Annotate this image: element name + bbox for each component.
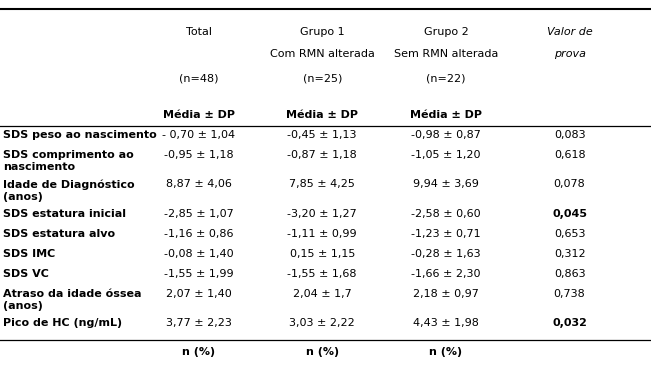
Text: (n=25): (n=25): [303, 73, 342, 83]
Text: Média ± DP: Média ± DP: [410, 110, 482, 120]
Text: -1,05 ± 1,20: -1,05 ± 1,20: [411, 150, 480, 160]
Text: 7,85 ± 4,25: 7,85 ± 4,25: [289, 179, 355, 189]
Text: -2,58 ± 0,60: -2,58 ± 0,60: [411, 209, 480, 219]
Text: -0,08 ± 1,40: -0,08 ± 1,40: [164, 249, 233, 259]
Text: prova: prova: [553, 49, 586, 59]
Text: Média ± DP: Média ± DP: [286, 110, 358, 120]
Text: Pico de HC (ng/mL): Pico de HC (ng/mL): [3, 318, 122, 328]
Text: n (%): n (%): [306, 347, 339, 357]
Text: 0,653: 0,653: [554, 229, 585, 239]
Text: n (%): n (%): [182, 347, 215, 357]
Text: SDS estatura alvo: SDS estatura alvo: [3, 229, 115, 239]
Text: -0,28 ± 1,63: -0,28 ± 1,63: [411, 249, 480, 259]
Text: 0,15 ± 1,15: 0,15 ± 1,15: [290, 249, 355, 259]
Text: (n=48): (n=48): [179, 73, 218, 83]
Text: -0,98 ± 0,87: -0,98 ± 0,87: [411, 130, 481, 140]
Text: 0,738: 0,738: [554, 289, 585, 299]
Text: 0,083: 0,083: [554, 130, 585, 140]
Text: Com RMN alterada: Com RMN alterada: [270, 49, 375, 59]
Text: (n=22): (n=22): [426, 73, 465, 83]
Text: Total: Total: [186, 27, 212, 37]
Text: Idade de Diagnóstico
(anos): Idade de Diagnóstico (anos): [3, 179, 135, 202]
Text: -1,11 ± 0,99: -1,11 ± 0,99: [288, 229, 357, 239]
Text: 4,43 ± 1,98: 4,43 ± 1,98: [413, 318, 479, 328]
Text: 3,03 ± 2,22: 3,03 ± 2,22: [290, 318, 355, 328]
Text: SDS estatura inicial: SDS estatura inicial: [3, 209, 126, 219]
Text: -2,85 ± 1,07: -2,85 ± 1,07: [163, 209, 234, 219]
Text: Sem RMN alterada: Sem RMN alterada: [394, 49, 498, 59]
Text: SDS comprimento ao
nascimento: SDS comprimento ao nascimento: [3, 150, 134, 172]
Text: 9,94 ± 3,69: 9,94 ± 3,69: [413, 179, 479, 189]
Text: -0,87 ± 1,18: -0,87 ± 1,18: [287, 150, 357, 160]
Text: -1,55 ± 1,68: -1,55 ± 1,68: [288, 269, 357, 279]
Text: SDS IMC: SDS IMC: [3, 249, 55, 259]
Text: 0,312: 0,312: [554, 249, 585, 259]
Text: 3,77 ± 2,23: 3,77 ± 2,23: [165, 318, 232, 328]
Text: 0,078: 0,078: [554, 179, 585, 189]
Text: 0,618: 0,618: [554, 150, 585, 160]
Text: -1,23 ± 0,71: -1,23 ± 0,71: [411, 229, 480, 239]
Text: -1,66 ± 2,30: -1,66 ± 2,30: [411, 269, 480, 279]
Text: 2,07 ± 1,40: 2,07 ± 1,40: [166, 289, 231, 299]
Text: -0,95 ± 1,18: -0,95 ± 1,18: [164, 150, 233, 160]
Text: n (%): n (%): [430, 347, 462, 357]
Text: Grupo 2: Grupo 2: [424, 27, 468, 37]
Text: -3,20 ± 1,27: -3,20 ± 1,27: [287, 209, 357, 219]
Text: Valor de: Valor de: [547, 27, 592, 37]
Text: Atraso da idade óssea
(anos): Atraso da idade óssea (anos): [3, 289, 142, 311]
Text: SDS peso ao nascimento: SDS peso ao nascimento: [3, 130, 157, 140]
Text: 0,032: 0,032: [552, 318, 587, 328]
Text: -1,55 ± 1,99: -1,55 ± 1,99: [164, 269, 233, 279]
Text: - 0,70 ± 1,04: - 0,70 ± 1,04: [162, 130, 235, 140]
Text: 0,863: 0,863: [554, 269, 585, 279]
Text: -1,16 ± 0,86: -1,16 ± 0,86: [164, 229, 233, 239]
Text: 2,18 ± 0,97: 2,18 ± 0,97: [413, 289, 479, 299]
Text: Média ± DP: Média ± DP: [163, 110, 234, 120]
Text: Grupo 1: Grupo 1: [300, 27, 344, 37]
Text: SDS VC: SDS VC: [3, 269, 49, 279]
Text: 2,04 ± 1,7: 2,04 ± 1,7: [293, 289, 352, 299]
Text: 0,045: 0,045: [552, 209, 587, 219]
Text: -0,45 ± 1,13: -0,45 ± 1,13: [288, 130, 357, 140]
Text: 8,87 ± 4,06: 8,87 ± 4,06: [165, 179, 232, 189]
